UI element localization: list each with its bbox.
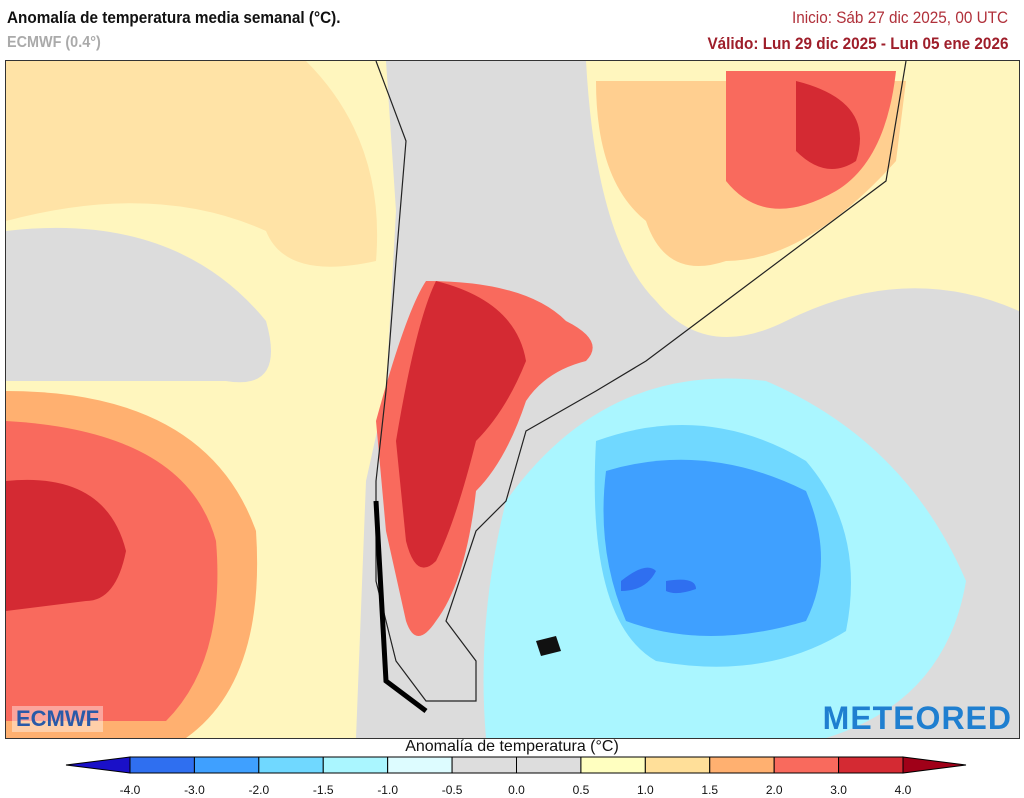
init-time: Inicio: Sáb 27 dic 2025, 00 UTC xyxy=(791,8,1008,27)
colorbar-title: Anomalía de temperatura (°C) xyxy=(405,738,619,755)
colorbar-segment xyxy=(644,756,711,774)
anomaly-map xyxy=(5,60,1020,739)
colorbar-tick: 0.0 xyxy=(508,783,525,797)
model-label: ECMWF (0.4°) xyxy=(7,34,101,51)
colorbar xyxy=(65,756,967,774)
meteored-logo: METEORED xyxy=(822,700,1012,736)
colorbar-segment xyxy=(451,756,518,774)
colorbar-over-arrow xyxy=(902,756,967,774)
colorbar-segment xyxy=(838,756,904,774)
colorbar-segment xyxy=(773,756,840,774)
valid-period: Válido: Lun 29 dic 2025 - Lun 05 ene 202… xyxy=(706,34,1008,53)
colorbar-segment xyxy=(709,756,775,774)
colorbar-segment xyxy=(516,756,582,774)
colorbar-tick: -4.0 xyxy=(119,783,141,797)
colorbar-segment xyxy=(193,756,260,774)
colorbar-tick: 3.0 xyxy=(830,783,847,797)
map-title: Anomalía de temperatura media semanal (°… xyxy=(7,8,341,27)
colorbar-tick: -2.0 xyxy=(248,783,270,797)
colorbar-tick: -0.5 xyxy=(441,783,463,797)
colorbar-segment xyxy=(387,756,453,774)
colorbar-segment xyxy=(129,756,195,774)
colorbar-segment xyxy=(580,756,646,774)
colorbar-tick: 0.5 xyxy=(572,783,590,797)
ecmwf-logo: ECMWF xyxy=(12,706,104,732)
colorbar-segment xyxy=(258,756,324,774)
colorbar-tick: -1.5 xyxy=(312,783,334,797)
colorbar-tick: 4.0 xyxy=(894,783,912,797)
colorbar-tick: -1.0 xyxy=(377,783,398,797)
colorbar-segment xyxy=(322,756,389,774)
colorbar-tick: 1.0 xyxy=(636,783,654,797)
colorbar-under-arrow xyxy=(65,756,131,774)
colorbar-tick: -3.0 xyxy=(184,783,205,797)
colorbar-tick: 1.5 xyxy=(701,783,719,797)
colorbar-tick: 2.0 xyxy=(765,783,783,797)
